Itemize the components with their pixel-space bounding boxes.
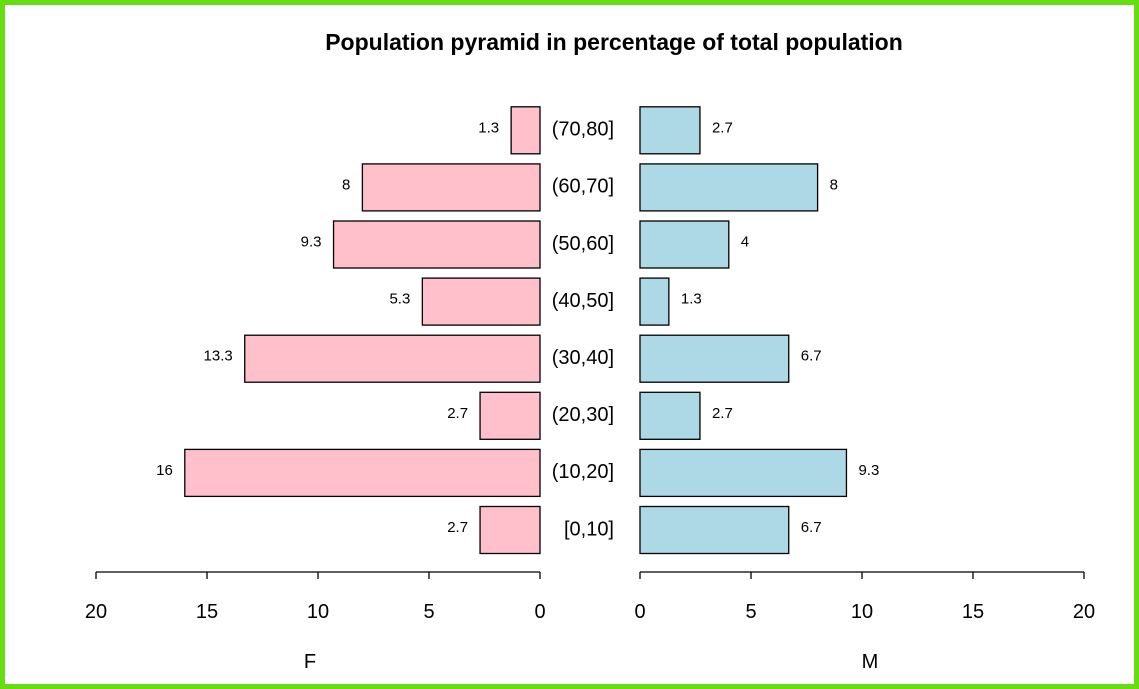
female-bar bbox=[332, 220, 541, 269]
female-value-label: 16 bbox=[156, 462, 173, 479]
tick-label: 15 bbox=[196, 601, 218, 623]
male-value-label: 6.7 bbox=[801, 348, 822, 365]
female-x-axis: 0 5 10 15 20 bbox=[85, 571, 546, 623]
female-value-label: 9.3 bbox=[301, 233, 322, 250]
tick-label: 0 bbox=[634, 601, 645, 623]
female-value-label: 2.7 bbox=[447, 405, 468, 422]
female-bars: 2.7 16 2.7 13.3 5.3 9.3 8 1.3 bbox=[156, 106, 541, 555]
age-group-label: (40,50] bbox=[552, 290, 614, 312]
male-bar bbox=[639, 334, 790, 383]
male-value-label: 1.3 bbox=[681, 291, 702, 308]
tick-label: 10 bbox=[307, 601, 329, 623]
female-value-label: 8 bbox=[342, 176, 350, 193]
tick-label: 10 bbox=[851, 601, 873, 623]
male-bar bbox=[639, 220, 730, 269]
male-value-label: 9.3 bbox=[858, 462, 879, 479]
chart-title: Population pyramid in percentage of tota… bbox=[325, 29, 903, 55]
female-bar bbox=[479, 391, 541, 440]
female-bar bbox=[510, 106, 541, 155]
age-group-label: [0,10] bbox=[564, 518, 614, 540]
tick-label: 20 bbox=[1073, 601, 1095, 623]
male-bar bbox=[639, 391, 701, 440]
female-value-label: 1.3 bbox=[478, 119, 499, 136]
age-group-label: (60,70] bbox=[552, 176, 614, 198]
male-bar bbox=[639, 448, 848, 498]
male-x-axis: 0 5 10 15 20 bbox=[634, 571, 1095, 623]
female-axis-label: F bbox=[304, 651, 316, 673]
age-group-label: (50,60] bbox=[552, 233, 614, 255]
female-bar bbox=[184, 448, 541, 498]
age-group-labels: [0,10] (10,20] (20,30] (30,40] (40,50] (50,60… bbox=[552, 119, 614, 541]
male-bars: 6.7 9.3 2.7 6.7 1.3 4 8 2.7 bbox=[639, 106, 879, 555]
age-group-label: (10,20] bbox=[552, 461, 614, 483]
female-value-label: 13.3 bbox=[204, 348, 233, 365]
tick-label: 15 bbox=[962, 601, 984, 623]
female-bar bbox=[244, 334, 541, 383]
tick-label: 5 bbox=[745, 601, 756, 623]
tick-label: 20 bbox=[85, 601, 107, 623]
age-group-label: (70,80] bbox=[552, 119, 614, 141]
female-bar bbox=[421, 277, 541, 326]
male-bar bbox=[639, 505, 790, 555]
female-bar bbox=[479, 505, 541, 555]
female-value-label: 5.3 bbox=[389, 291, 410, 308]
male-value-label: 8 bbox=[830, 176, 838, 193]
male-value-label: 2.7 bbox=[712, 119, 733, 136]
male-bar bbox=[639, 163, 819, 212]
male-bar bbox=[639, 106, 701, 155]
male-value-label: 2.7 bbox=[712, 405, 733, 422]
male-bar bbox=[639, 277, 670, 326]
male-value-label: 4 bbox=[741, 233, 749, 250]
age-group-label: (20,30] bbox=[552, 404, 614, 426]
tick-label: 5 bbox=[423, 601, 434, 623]
male-axis-label: M bbox=[862, 651, 879, 673]
female-value-label: 2.7 bbox=[447, 519, 468, 536]
male-value-label: 6.7 bbox=[801, 519, 822, 536]
tick-label: 0 bbox=[534, 601, 545, 623]
female-bar bbox=[361, 163, 541, 212]
age-group-label: (30,40] bbox=[552, 347, 614, 369]
